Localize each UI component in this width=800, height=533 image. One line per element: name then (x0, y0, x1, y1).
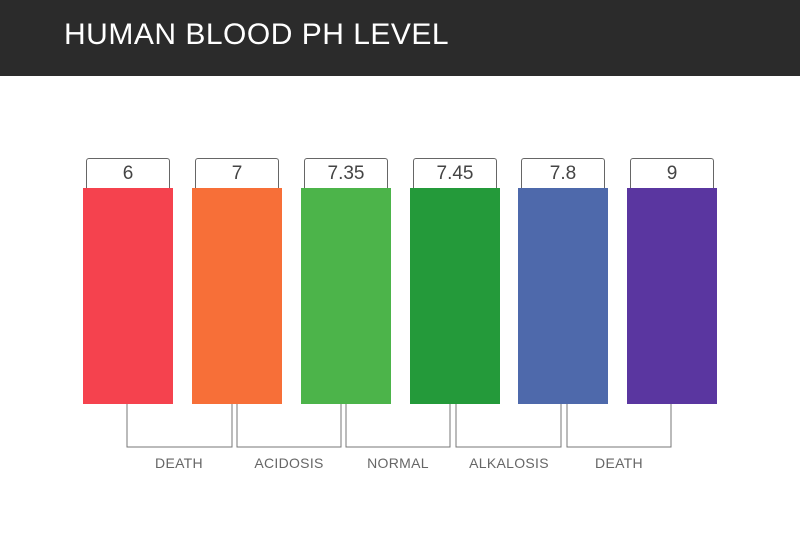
level-bar (627, 188, 717, 404)
level-value-tab: 7 (195, 158, 279, 188)
level-bar (518, 188, 608, 404)
level-bar (83, 188, 173, 404)
level-value-tab: 6 (86, 158, 170, 188)
level-value-tab: 9 (630, 158, 714, 188)
level-value-tab: 7.35 (304, 158, 388, 188)
level-bar (410, 188, 500, 404)
range-label: ACIDOSIS (254, 455, 324, 471)
page-title: HUMAN BLOOD PH LEVEL (64, 18, 450, 51)
range-bracket (566, 404, 672, 448)
level-value-tab: 7.45 (413, 158, 497, 188)
range-label: DEATH (155, 455, 203, 471)
range-label: ALKALOSIS (469, 455, 549, 471)
level-bar (192, 188, 282, 404)
range-bracket (455, 404, 562, 448)
range-bracket (236, 404, 342, 448)
range-label: NORMAL (367, 455, 429, 471)
range-label: DEATH (595, 455, 643, 471)
level-bar (301, 188, 391, 404)
range-bracket (126, 404, 233, 448)
level-value-tab: 7.8 (521, 158, 605, 188)
range-bracket (345, 404, 451, 448)
header-bar: HUMAN BLOOD PH LEVEL (0, 0, 800, 76)
